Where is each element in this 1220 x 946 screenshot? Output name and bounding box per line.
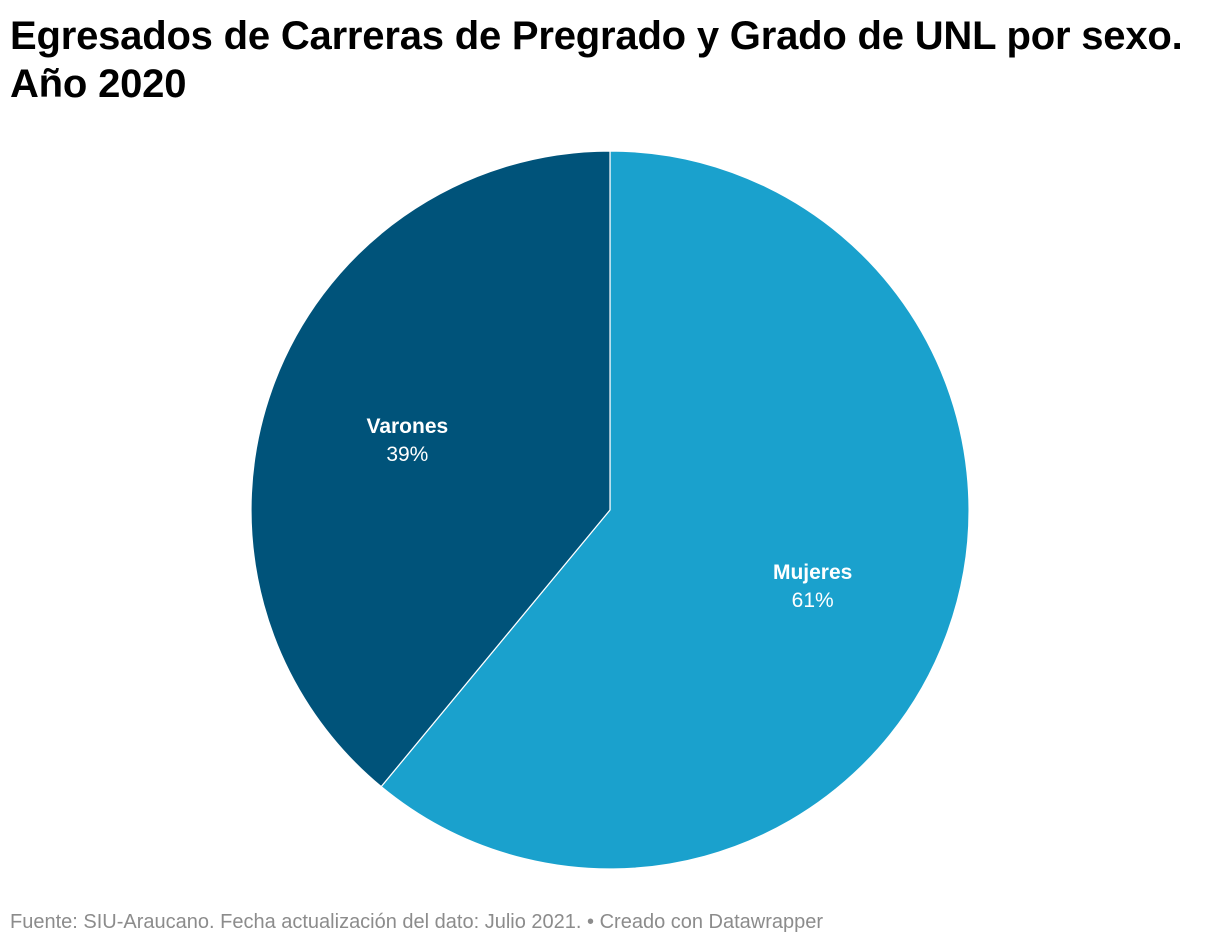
pie-slice-mujeres[interactable] bbox=[380, 150, 970, 870]
pie-slice-varones[interactable] bbox=[250, 150, 611, 788]
slice-label-varones: Varones bbox=[366, 415, 448, 438]
chart-footer: Fuente: SIU-Araucano. Fecha actualizació… bbox=[10, 909, 823, 935]
footer-separator: • bbox=[581, 911, 600, 933]
slice-value-varones: 39% bbox=[386, 443, 428, 466]
chart-title: Egresados de Carreras de Pregrado y Grad… bbox=[10, 14, 1183, 106]
pie-labels: Mujeres 61% Varones 39% bbox=[366, 415, 852, 612]
datawrapper-credit[interactable]: Creado con Datawrapper bbox=[599, 911, 824, 933]
slice-label-mujeres: Mujeres bbox=[773, 561, 852, 584]
slice-value-mujeres: 61% bbox=[792, 589, 834, 612]
pie-slices bbox=[250, 150, 970, 870]
source-note: Fuente: SIU-Araucano. Fecha actualizació… bbox=[10, 911, 582, 933]
